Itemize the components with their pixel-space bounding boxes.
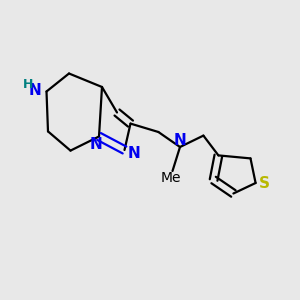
Text: H: H — [23, 77, 33, 91]
Text: N: N — [90, 137, 102, 152]
Text: S: S — [259, 176, 270, 191]
Text: N: N — [29, 83, 41, 98]
Text: Me: Me — [161, 172, 181, 185]
Text: N: N — [174, 133, 186, 148]
Text: N: N — [128, 146, 141, 160]
